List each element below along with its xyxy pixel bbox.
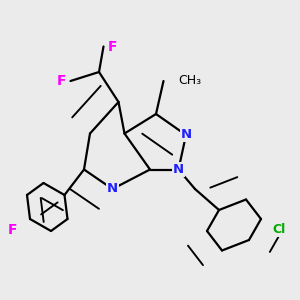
Text: F: F [57, 74, 66, 88]
Text: N: N [107, 182, 118, 196]
Text: N: N [180, 128, 192, 142]
Text: Cl: Cl [272, 223, 286, 236]
Text: F: F [7, 223, 17, 236]
Text: F: F [108, 40, 117, 53]
Text: CH₃: CH₃ [178, 74, 202, 88]
Text: N: N [173, 163, 184, 176]
